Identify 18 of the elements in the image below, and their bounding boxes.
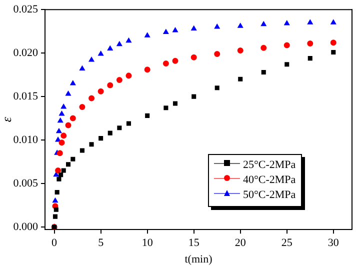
legend-label: 50°C-2MPa bbox=[243, 189, 296, 201]
y-tick-label: 0.020 bbox=[13, 46, 38, 59]
x-axis-title: t(min) bbox=[184, 253, 213, 266]
y-tick-label: 0.010 bbox=[13, 134, 38, 146]
x-tick-label: 5 bbox=[98, 237, 104, 250]
legend-label: 25°C-2MPa bbox=[243, 159, 296, 171]
x-tick-label: 25 bbox=[281, 237, 293, 250]
x-tick-label: 0 bbox=[52, 237, 58, 250]
x-tick-label: 30 bbox=[328, 237, 340, 250]
x-tick-label: 15 bbox=[188, 237, 200, 250]
y-tick-label: 0.025 bbox=[13, 3, 38, 16]
y-tick-label: 0.015 bbox=[13, 90, 38, 102]
x-tick-label: 10 bbox=[142, 237, 154, 250]
y-axis-title: ε bbox=[0, 116, 14, 122]
legend-label: 40°C-2MPa bbox=[243, 174, 296, 186]
y-tick-label: 0.005 bbox=[13, 177, 38, 190]
x-tick-label: 20 bbox=[234, 237, 246, 250]
y-tick-label: 0.000 bbox=[13, 220, 38, 233]
